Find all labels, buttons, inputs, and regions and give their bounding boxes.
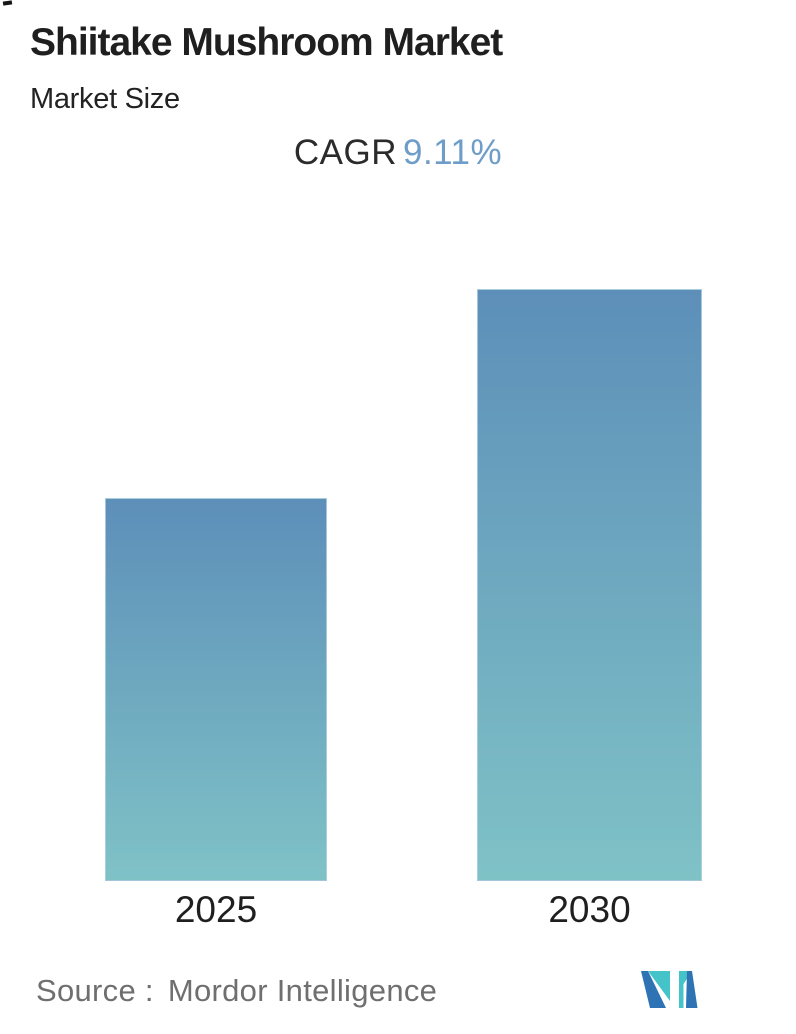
logo-right-blue-stroke bbox=[686, 971, 698, 1008]
logo-right-teal-bar bbox=[679, 971, 684, 1008]
source-label: Source : bbox=[36, 973, 154, 1008]
bar-chart bbox=[105, 289, 702, 881]
x-axis-label-2025: 2025 bbox=[174, 889, 258, 930]
x-axis-label-2030: 2030 bbox=[548, 889, 631, 930]
cagr-value: 9.11% bbox=[402, 133, 503, 172]
chart-subtitle: Market Size bbox=[30, 83, 180, 115]
logo-center-teal-triangle bbox=[648, 971, 670, 1001]
logo-left-blue-stroke bbox=[641, 971, 666, 1008]
source-value: Mordor Intelligence bbox=[167, 973, 438, 1008]
cagr-annotation: CAGR 9.11% bbox=[0, 133, 796, 173]
bar-2025 bbox=[105, 498, 327, 881]
mordor-intelligence-logo bbox=[641, 971, 698, 1008]
cagr-label: CAGR bbox=[293, 133, 397, 172]
bar-2030 bbox=[477, 289, 702, 881]
source-attribution: Source : Mordor Intelligence bbox=[36, 973, 438, 1008]
page-title: Shiitake Mushroom Market bbox=[30, 21, 503, 64]
